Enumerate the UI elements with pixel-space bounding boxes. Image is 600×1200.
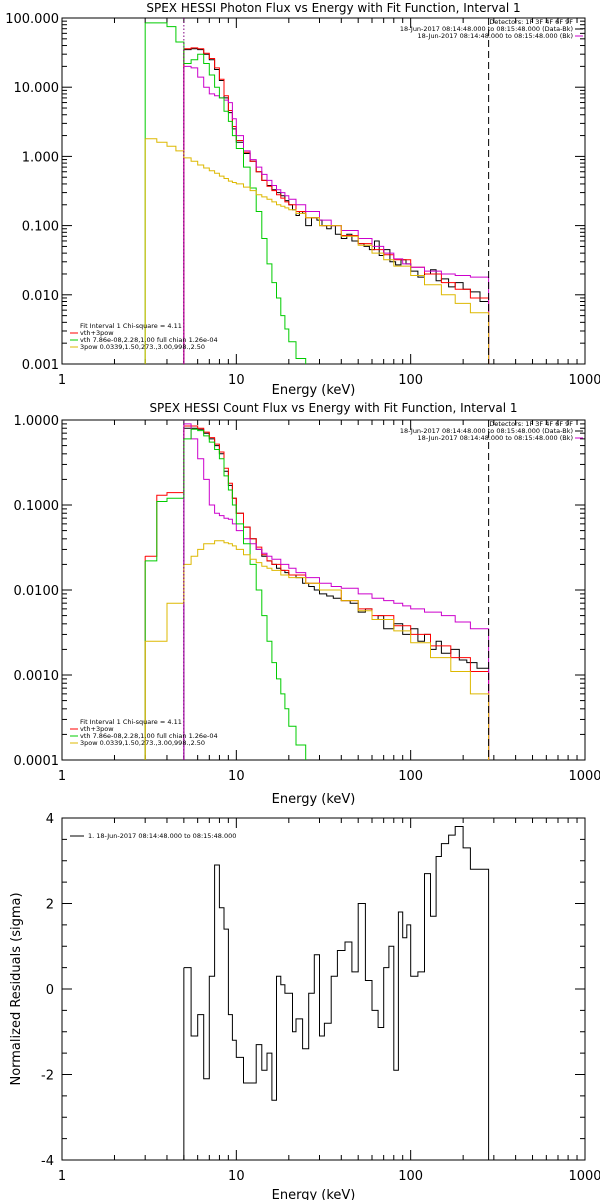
x-tick-label: 10 (228, 373, 245, 388)
legend-line-2: vth+3pow (80, 725, 114, 733)
legend-line-3: vth 7.86e-08,2.28,1.00 full chian 1.26e-… (80, 336, 218, 344)
x-tick-label: 10 (228, 769, 245, 784)
series-line-4 (145, 22, 307, 364)
series-line-1 (183, 826, 490, 1160)
y-tick-label: 0.010 (22, 289, 59, 304)
legend-line-1: Fit Interval 1 Chi-square = 4.11 (80, 718, 182, 726)
x-tick-label: 1000 (568, 373, 600, 388)
header-line-3: 18-Jun-2017 08:14:48.000 to 08:15:48.000… (418, 434, 573, 442)
x-tick-label: 1000 (568, 769, 600, 784)
y-tick-label: 0.1000 (14, 499, 60, 514)
photon-flux-panel: SPEX HESSI Photon Flux vs Energy with Fi… (5, 1, 600, 398)
residuals-panel: 1 10 100 1000 -4 -2 0 2 4 Energy (keV) Normalized … (9, 812, 600, 1200)
count-flux-panel: SPEX HESSI Count Flux vs Energy with Fit… (14, 401, 600, 807)
y-tick-label: 0.001 (22, 358, 59, 373)
x-tick-label: 1 (58, 373, 66, 388)
legend-line-3: vth 7.86e-08,2.28,1.00 full chian 1.26e-… (80, 732, 218, 740)
legend-line-1: Fit Interval 1 Chi-square = 4.11 (80, 322, 182, 330)
x-tick-label: 1 (58, 1169, 66, 1184)
y-tick-label: 0.0100 (14, 584, 60, 599)
x-tick-label: 100 (398, 1169, 423, 1184)
legend-line-2: vth+3pow (80, 329, 114, 337)
chart-title: SPEX HESSI Count Flux vs Energy with Fit… (149, 401, 517, 415)
legend-line-1: 1. 18-Jun-2017 08:14:48.000 to 08:15:48.… (88, 832, 236, 840)
series-line-3 (183, 423, 490, 760)
y-tick-label: 0.0001 (14, 754, 60, 769)
series-group (183, 826, 490, 1160)
series-line-5 (145, 138, 490, 364)
y-tick-label: 100.000 (5, 12, 59, 27)
y-tick-label: -2 (41, 1069, 54, 1084)
series-group (144, 22, 490, 364)
x-axis-label: Energy (keV) (272, 383, 356, 398)
y-tick-label: 0.100 (22, 220, 59, 235)
header-line-1: Detectors: 1F 3F 4F 6F 9F (489, 420, 573, 428)
x-tick-label: 100 (398, 769, 423, 784)
y-tick-label: 0.0010 (14, 669, 60, 684)
series-line-4 (145, 428, 307, 760)
x-tick-label: 1000 (568, 1169, 600, 1184)
legend-line-4: 3pow 0.0339,1.50,273.,3.00,998.,2.50 (80, 739, 205, 747)
header-line-2: 18-Jun-2017 08:14:48.000 to 08:15:48.000… (400, 427, 573, 435)
x-tick-label: 100 (398, 373, 423, 388)
x-axis-label: Energy (keV) (272, 792, 356, 807)
y-tick-label: -4 (41, 1154, 54, 1169)
y-tick-label: 2 (46, 898, 54, 913)
series-line-2 (145, 425, 490, 760)
x-tick-label: 10 (228, 1169, 245, 1184)
header-line-2: 18-Jun-2017 08:14:48.000 to 08:15:48.000… (400, 25, 573, 33)
y-axis-label: Normalized Residuals (sigma) (9, 892, 24, 1085)
series-group (144, 423, 490, 760)
y-tick-label: 1.0000 (14, 414, 60, 429)
plot-frame (61, 17, 586, 365)
chart-title: SPEX HESSI Photon Flux vs Energy with Fi… (146, 1, 520, 15)
legend-line-4: 3pow 0.0339,1.50,273.,3.00,998.,2.50 (80, 343, 205, 351)
y-tick-label: 10.000 (14, 81, 60, 96)
y-tick-label: 4 (46, 812, 54, 827)
y-tick-label: 0 (46, 983, 54, 998)
y-tick-label: 1.000 (22, 150, 59, 165)
series-line-5 (145, 540, 490, 760)
x-axis-label: Energy (keV) (272, 1188, 356, 1200)
header-line-1: Detectors: 1F 3F 4F 6F 9F (489, 18, 573, 26)
x-tick-label: 1 (58, 769, 66, 784)
header-line-3: 18-Jun-2017 08:14:48.000 to 08:15:48.000… (418, 32, 573, 40)
